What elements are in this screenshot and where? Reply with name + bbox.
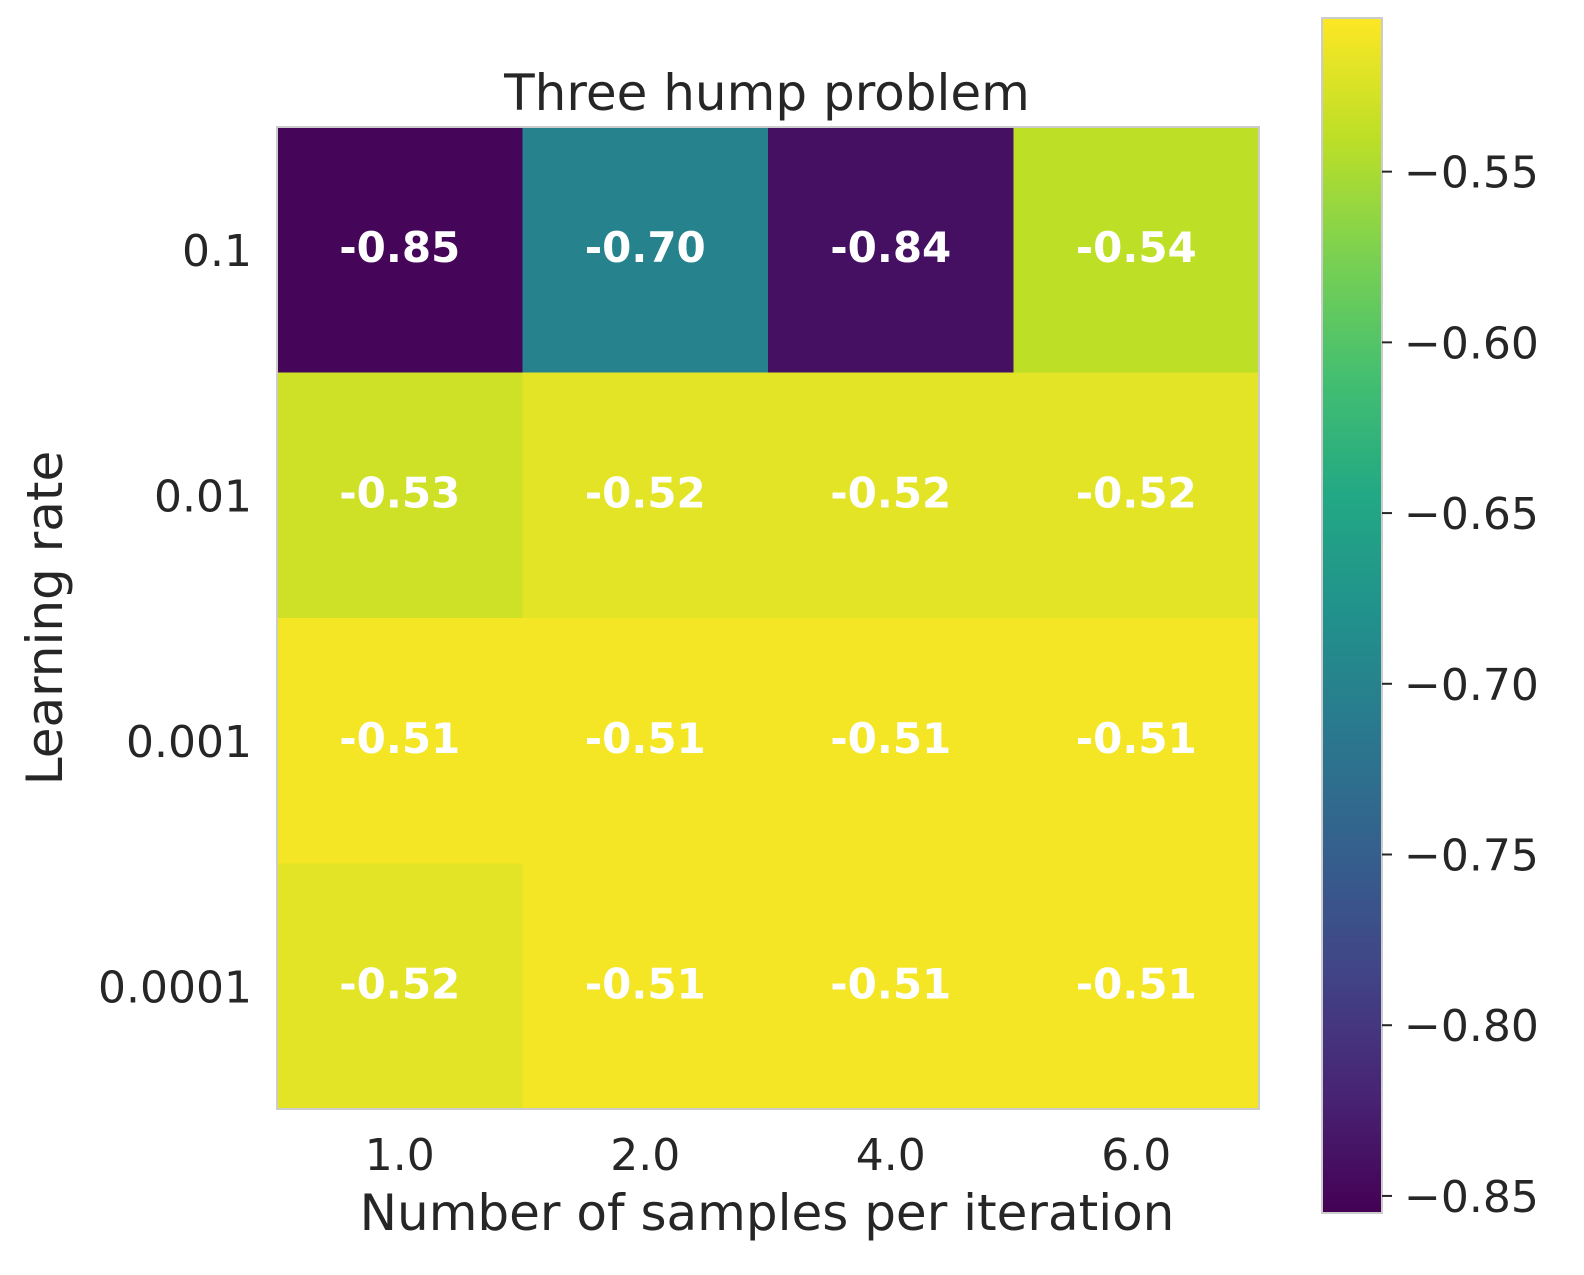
- y-axis-label: Learning rate: [16, 451, 74, 786]
- heatmap-cell: [277, 618, 523, 864]
- colorbar-tick-label: −0.60: [1404, 318, 1539, 369]
- y-tick-label: 0.1: [182, 226, 252, 277]
- heatmap-cell: [522, 127, 769, 373]
- plot-frame: [276, 126, 1260, 1110]
- heatmap-cell: [768, 372, 1014, 619]
- x-axis-label: Number of samples per iteration: [360, 1184, 1175, 1242]
- heatmap-cell: [768, 863, 1014, 1110]
- cell-value-label: -0.53: [339, 469, 460, 518]
- cell-value-label: -0.85: [339, 223, 460, 272]
- heatmap-cell: [522, 372, 769, 619]
- colorbar-tick-label: −0.70: [1404, 660, 1539, 711]
- chart-title: Three hump problem: [503, 64, 1030, 122]
- cell-value-label: -0.51: [1076, 714, 1197, 763]
- x-tick-label: 4.0: [856, 1130, 926, 1181]
- x-tick-labels: 1.0 2.0 4.0 6.0: [365, 1130, 1171, 1181]
- cell-value-label: -0.51: [585, 714, 706, 763]
- x-tick-label: 1.0: [365, 1130, 435, 1181]
- heatmap-cell: [522, 863, 769, 1110]
- colorbar-tick-label: −0.65: [1404, 489, 1539, 540]
- colorbar-tick-label: −0.75: [1404, 831, 1539, 882]
- heatmap-cell: [1013, 618, 1260, 864]
- y-tick-labels: 0.1 0.01 0.001 0.0001: [98, 226, 252, 1014]
- cell-value-label: -0.52: [339, 960, 460, 1009]
- cell-value-label: -0.52: [830, 469, 951, 518]
- cell-value-label: -0.84: [830, 223, 951, 272]
- heatmap-cell: [1013, 863, 1260, 1110]
- colorbar-tick-label: −0.55: [1404, 148, 1539, 199]
- cell-value-label: -0.51: [830, 960, 951, 1009]
- cell-value-label: -0.51: [1076, 960, 1197, 1009]
- x-tick-label: 6.0: [1101, 1130, 1171, 1181]
- heatmap-cell: [1013, 372, 1260, 619]
- heatmap-cells: [277, 127, 1260, 1110]
- colorbar-tick-label: −0.80: [1404, 1001, 1539, 1052]
- y-tick-label: 0.01: [154, 471, 252, 522]
- heatmap-cell-labels: -0.85 -0.70 -0.84 -0.54 -0.53 -0.52 -0.52 -0.52…: [339, 223, 1197, 1009]
- cell-value-label: -0.51: [339, 714, 460, 763]
- heatmap-cell: [277, 863, 523, 1110]
- heatmap-cell: [768, 618, 1014, 864]
- y-tick-label: 0.0001: [98, 962, 252, 1013]
- colorbar: [1321, 17, 1383, 1214]
- cell-value-label: -0.54: [1076, 223, 1197, 272]
- heatmap-cell: [522, 618, 769, 864]
- heatmap-cell: [277, 127, 523, 373]
- heatmap-cell: [768, 127, 1014, 373]
- colorbar-ticks: −0.55 −0.60 −0.65 −0.70 −0.75 −0.80 −0.85: [1382, 148, 1539, 1223]
- x-tick-label: 2.0: [610, 1130, 680, 1181]
- colorbar-tick-label: −0.85: [1404, 1172, 1539, 1223]
- heatmap-cell: [1013, 127, 1260, 373]
- heatmap-cell: [277, 372, 523, 619]
- cell-value-label: -0.52: [585, 469, 706, 518]
- y-tick-label: 0.001: [126, 717, 252, 768]
- cell-value-label: -0.52: [1076, 469, 1197, 518]
- cell-value-label: -0.51: [830, 714, 951, 763]
- cell-value-label: -0.70: [585, 223, 706, 272]
- cell-value-label: -0.51: [585, 960, 706, 1009]
